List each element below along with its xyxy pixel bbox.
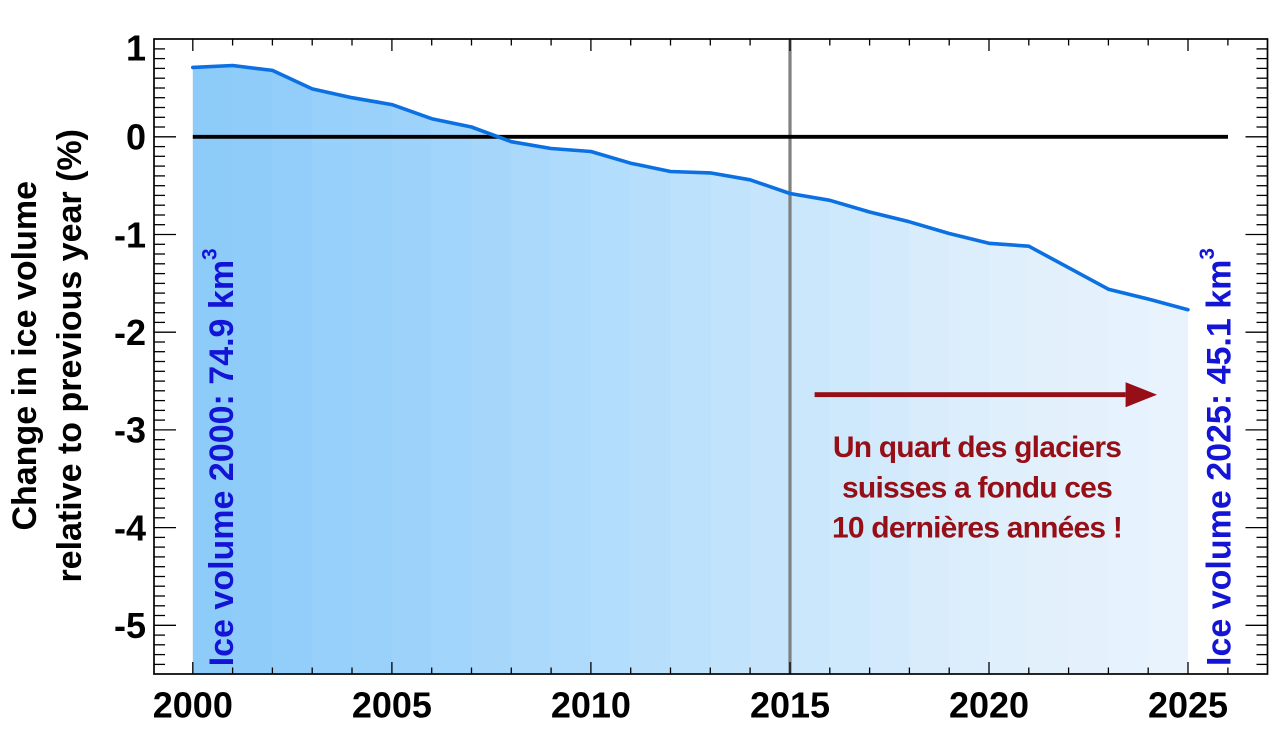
svg-text:-5: -5 [114, 605, 146, 646]
svg-text:2020: 2020 [949, 685, 1029, 726]
svg-text:Ice volume 2000: 74.9 km3: Ice volume 2000: 74.9 km3 [199, 248, 242, 666]
svg-text:-1: -1 [114, 214, 146, 255]
svg-text:-3: -3 [114, 410, 146, 451]
svg-text:2005: 2005 [352, 685, 432, 726]
svg-text:2000: 2000 [153, 685, 233, 726]
svg-text:Un quart des glaciers: Un quart des glaciers [833, 431, 1121, 464]
svg-text:Ice volume 2025: 45.1 km3: Ice volume 2025: 45.1 km3 [1196, 248, 1239, 666]
svg-text:2015: 2015 [750, 685, 830, 726]
svg-text:relative to previous year (%): relative to previous year (%) [51, 129, 89, 583]
svg-text:0: 0 [126, 117, 146, 158]
svg-text:2025: 2025 [1148, 685, 1228, 726]
svg-text:-2: -2 [114, 312, 146, 353]
svg-text:1: 1 [126, 27, 146, 68]
svg-text:suisses a fondu ces: suisses a fondu ces [842, 472, 1112, 505]
svg-text:Change in ice volume: Change in ice volume [6, 181, 44, 531]
svg-text:-4: -4 [114, 507, 146, 548]
svg-text:2010: 2010 [551, 685, 631, 726]
svg-text:10 dernières années !: 10 dernières années ! [832, 512, 1122, 545]
